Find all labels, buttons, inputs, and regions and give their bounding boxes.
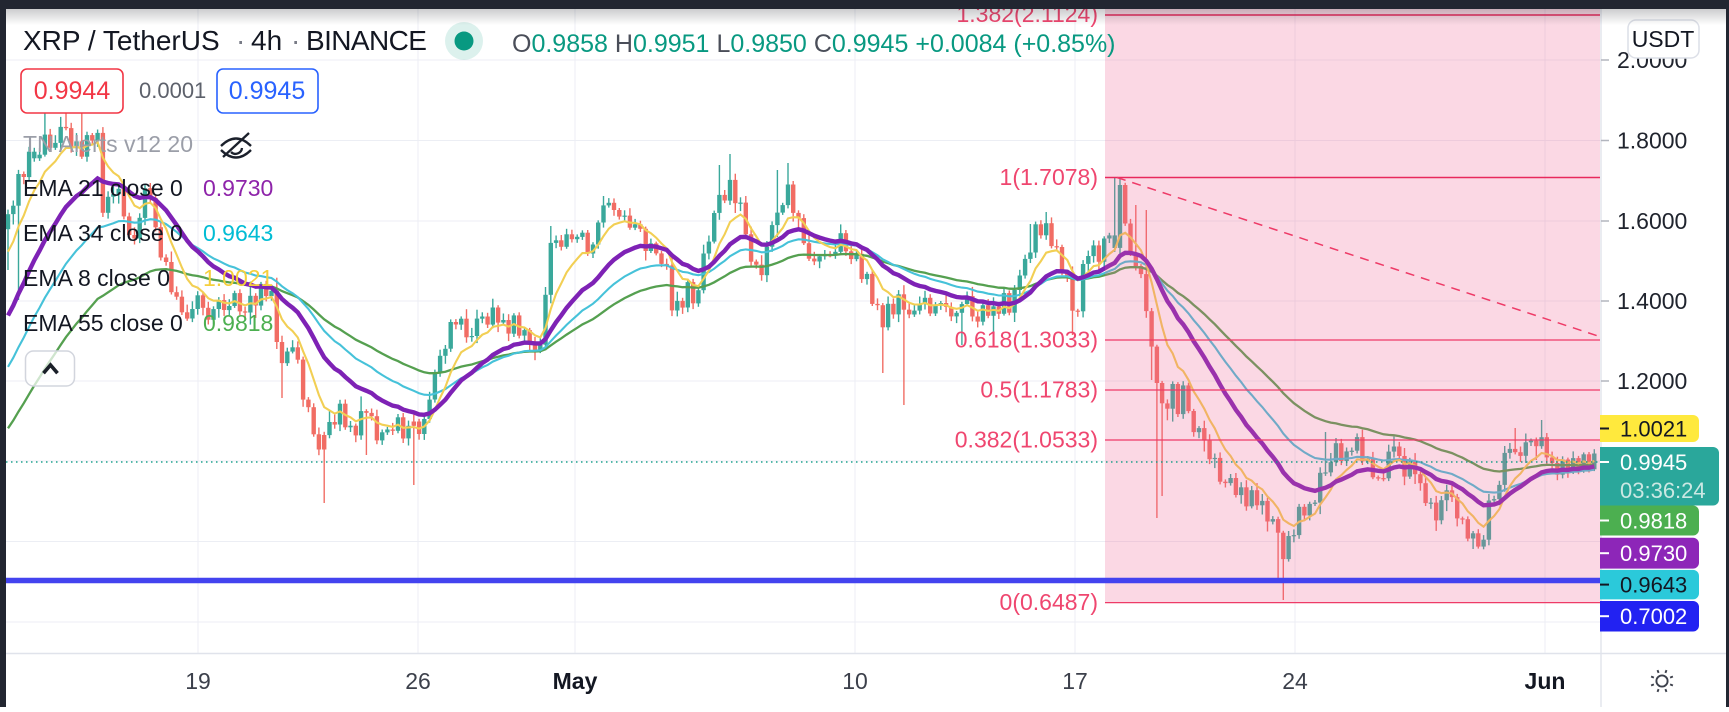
svg-text:0.9818: 0.9818 <box>203 310 273 336</box>
svg-text:0.618(1.3033): 0.618(1.3033) <box>955 327 1098 353</box>
svg-text:10: 10 <box>842 668 868 694</box>
svg-text:0.7002: 0.7002 <box>1620 604 1687 629</box>
svg-text:XRP / TetherUS: XRP / TetherUS <box>23 25 220 56</box>
svg-text:4h: 4h <box>251 25 282 56</box>
svg-text:EMA 8 close 0: EMA 8 close 0 <box>23 265 170 291</box>
svg-text:1.0021: 1.0021 <box>1620 417 1687 442</box>
svg-text:0.9945: 0.9945 <box>1620 450 1687 475</box>
svg-text:17: 17 <box>1062 668 1088 694</box>
svg-text:0.9945: 0.9945 <box>229 77 305 105</box>
svg-text:Jun: Jun <box>1525 668 1566 694</box>
svg-text:1(1.7078): 1(1.7078) <box>1000 164 1098 190</box>
svg-text:1.6000: 1.6000 <box>1617 208 1687 234</box>
svg-text:26: 26 <box>405 668 431 694</box>
svg-text:0.382(1.0533): 0.382(1.0533) <box>955 427 1098 453</box>
svg-text:0.9730: 0.9730 <box>1620 541 1687 566</box>
svg-text:May: May <box>553 668 598 694</box>
svg-text:24: 24 <box>1282 668 1308 694</box>
svg-text:03:36:24: 03:36:24 <box>1620 478 1706 503</box>
svg-text:EMA 55 close 0: EMA 55 close 0 <box>23 310 183 336</box>
svg-text:0.9643: 0.9643 <box>1620 573 1687 598</box>
svg-text:1.4000: 1.4000 <box>1617 288 1687 314</box>
svg-text:0.9730: 0.9730 <box>203 175 273 201</box>
svg-text:EMA 34 close 0: EMA 34 close 0 <box>23 220 183 246</box>
svg-text:0.5(1.1783): 0.5(1.1783) <box>980 377 1098 403</box>
svg-text:EMA 21 close 0: EMA 21 close 0 <box>23 175 183 201</box>
svg-text:0(0.6487): 0(0.6487) <box>1000 589 1098 615</box>
svg-text:·: · <box>236 25 245 56</box>
svg-text:0.0001: 0.0001 <box>139 78 206 103</box>
svg-text:USDT: USDT <box>1632 26 1695 52</box>
svg-text:19: 19 <box>185 668 211 694</box>
svg-text:BINANCE: BINANCE <box>306 25 426 56</box>
svg-text:1.2000: 1.2000 <box>1617 368 1687 394</box>
svg-text:0.9643: 0.9643 <box>203 220 273 246</box>
svg-text:0.9818: 0.9818 <box>1620 509 1687 534</box>
svg-text:1.0021: 1.0021 <box>203 265 273 291</box>
svg-text:0.9944: 0.9944 <box>34 77 111 105</box>
svg-text:1.8000: 1.8000 <box>1617 128 1687 154</box>
svg-text:TN Alerts v12 20: TN Alerts v12 20 <box>23 131 193 157</box>
svg-text:·: · <box>291 25 300 56</box>
